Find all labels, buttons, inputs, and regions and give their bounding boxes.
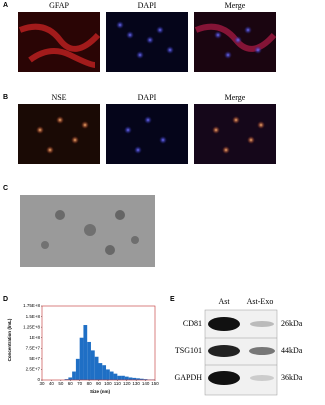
row-label: CD81 [183,319,202,328]
x-tick-label: 100 [104,381,112,386]
x-tick-label: 60 [68,381,74,386]
bar [72,372,76,380]
x-tick-label: 40 [49,381,55,386]
y-tick-label: 7.5E+7 [26,345,41,350]
bar [83,325,87,380]
y-tick-label: 1E+8 [29,335,40,340]
panel-label: C [3,185,8,192]
row-label: 36kDa [281,373,303,382]
micrograph [18,12,100,72]
column-header: Ast [218,297,230,306]
micrograph [106,104,188,164]
row-label: GAPDH [174,373,202,382]
histogram: 02.5E+75E+77.5E+71E+81.25E+81.5E+81.75E+… [23,303,159,386]
x-tick-label: 140 [142,381,150,386]
bar [121,376,125,380]
panel-label: A [3,2,8,9]
x-tick-label: 50 [58,381,64,386]
bar [68,377,72,380]
bar [99,363,103,380]
tem-image [20,195,155,267]
bar [91,350,95,380]
y-axis-label: Concentration (/mL) [7,318,12,361]
bar [114,374,118,380]
bar [80,338,84,380]
x-tick-label: 120 [123,381,131,386]
bar [102,365,106,380]
column-header: Ast-Exo [247,297,274,306]
bar [87,342,91,380]
x-tick-label: 150 [151,381,159,386]
y-tick-label: 1.75E+8 [23,303,40,308]
image-title: DAPI [138,93,157,102]
panel-label: B [3,94,8,101]
y-tick-label: 1.25E+8 [23,324,40,329]
row-label: 44kDa [281,346,303,355]
bar [125,377,129,380]
row-label: 26kDa [281,319,303,328]
micrograph [106,12,188,72]
micrograph [194,12,276,72]
x-tick-label: 90 [96,381,102,386]
image-title: Merge [225,93,246,102]
image-title: GFAP [49,1,69,10]
panel-label: D [3,296,8,303]
bar [106,369,110,380]
micrograph [18,104,100,164]
x-axis-label: Size (nm) [90,389,111,394]
row-label: TSG101 [175,346,202,355]
x-tick-label: 80 [87,381,93,386]
y-tick-label: 2.5E+7 [26,367,41,372]
image-title: DAPI [138,1,157,10]
bar [95,357,99,380]
x-tick-label: 30 [39,381,45,386]
image-title: NSE [51,93,66,102]
bar [132,378,136,380]
x-tick-label: 110 [114,381,122,386]
bar [110,372,114,380]
bar [76,359,80,380]
bar [117,376,121,380]
y-tick-label: 5E+7 [29,356,40,361]
micrograph [194,104,276,164]
bar [129,377,133,380]
image-title: Merge [225,1,246,10]
y-tick-label: 1.5E+8 [26,314,41,319]
x-tick-label: 70 [77,381,83,386]
x-tick-label: 130 [132,381,140,386]
panel-label: E [170,296,175,303]
